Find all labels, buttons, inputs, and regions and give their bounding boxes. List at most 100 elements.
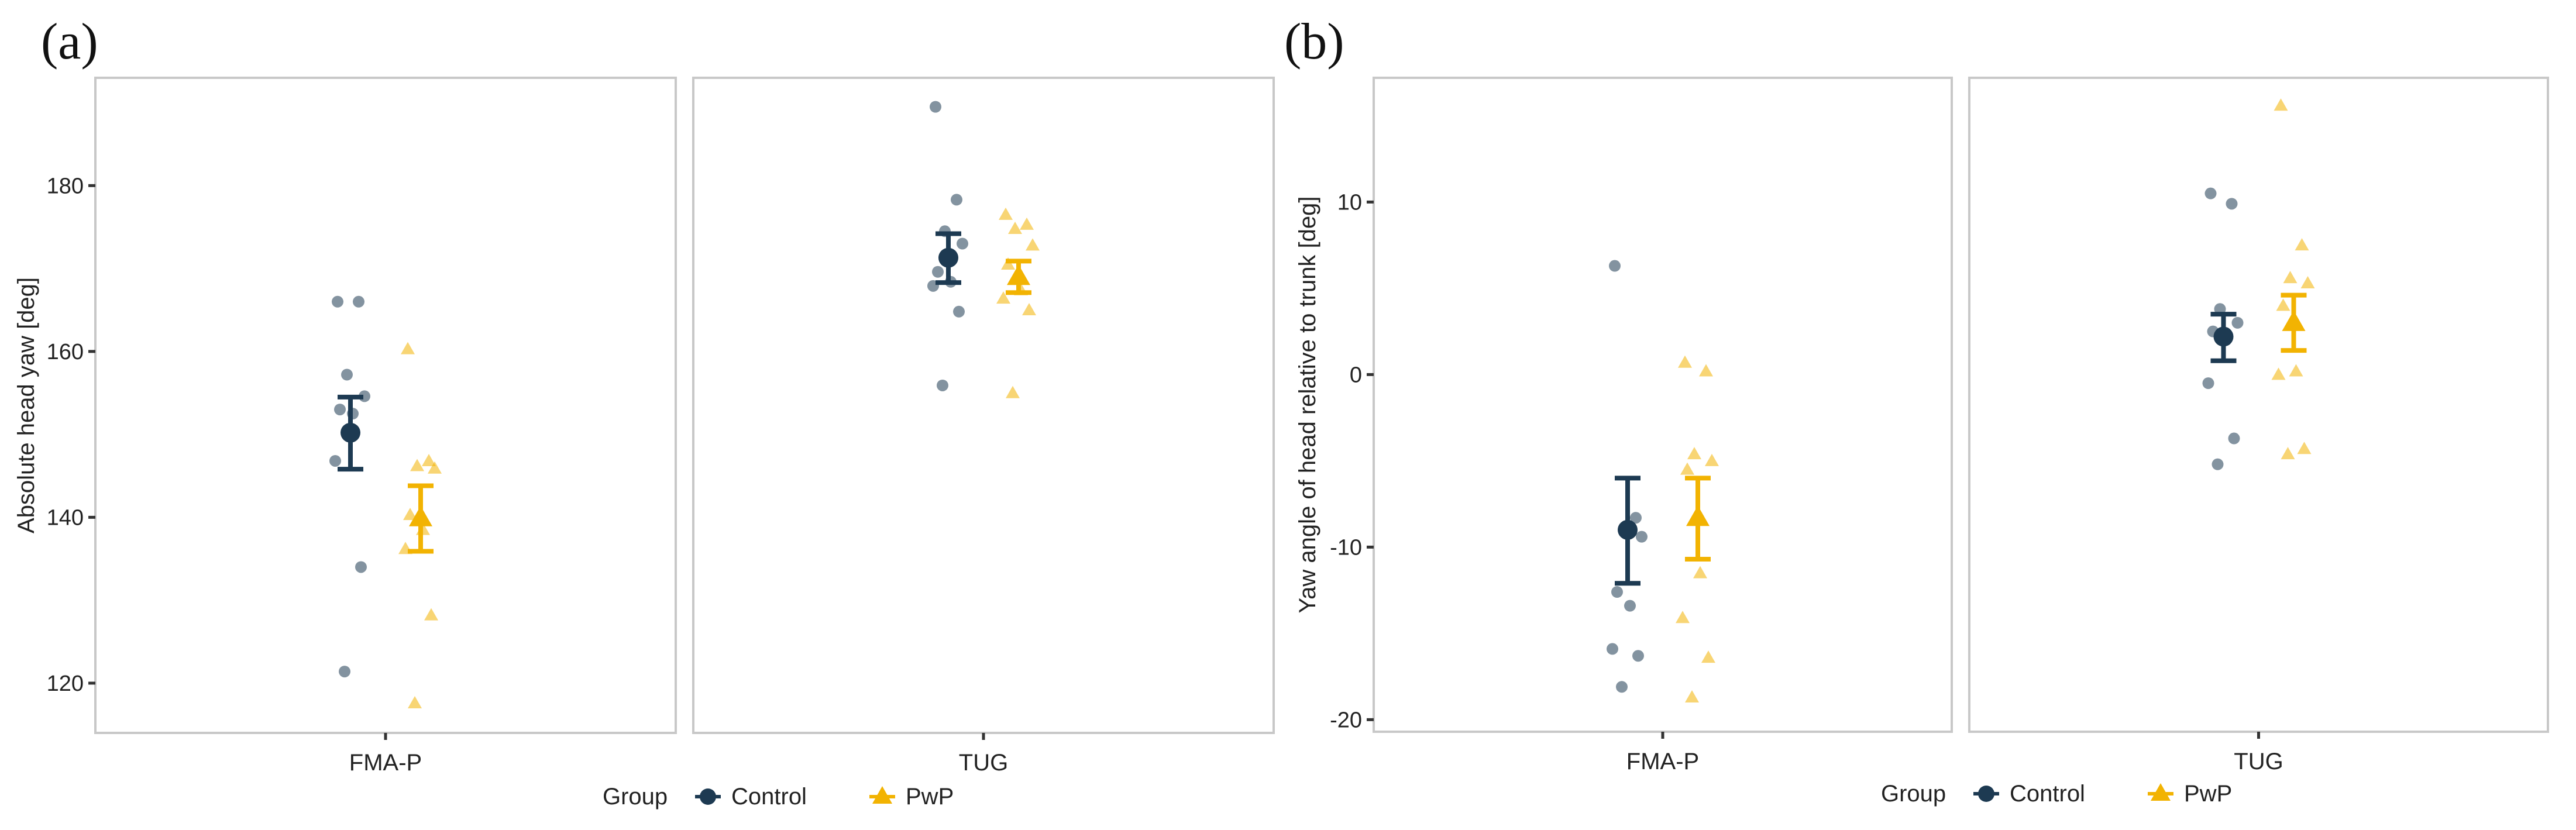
point-pwp-tug-5	[2289, 364, 2303, 377]
point-control-fma-p-1	[353, 295, 364, 308]
legend-title: Group	[603, 784, 668, 810]
point-control-tug-7	[2228, 432, 2240, 445]
summary-pwp-tug-mean	[2282, 310, 2306, 331]
point-control-tug-6	[2202, 377, 2214, 390]
point-pwp-tug-2	[2283, 271, 2298, 284]
point-pwp-fma-p-7	[1701, 650, 1715, 663]
point-pwp-tug-4	[1001, 257, 1015, 270]
point-pwp-tug-2	[1008, 222, 1022, 235]
point-pwp-fma-p-1	[422, 453, 436, 466]
point-control-fma-p-5	[1624, 600, 1636, 612]
y-tick-label-10: -10	[1330, 535, 1362, 560]
point-pwp-tug-6	[2271, 367, 2286, 380]
facet-panel-tug	[692, 77, 1275, 734]
summary-control-fma-p-mean	[1618, 519, 1638, 540]
legend-title: Group	[1881, 781, 1946, 807]
point-pwp-tug-1	[1020, 217, 1034, 230]
point-pwp-tug-0	[999, 207, 1013, 220]
panel-label-a: (a)	[41, 13, 98, 70]
panel-label-b: (b)	[1284, 13, 1344, 70]
y-tick-label-0: 0	[1350, 363, 1362, 387]
point-control-fma-p-2	[341, 368, 353, 381]
point-pwp-fma-p-3	[1705, 453, 1719, 466]
point-control-fma-p-6	[329, 454, 341, 467]
summary-control-tug-mean	[2213, 326, 2234, 347]
legend-label-pwp: PwP	[906, 784, 954, 810]
point-control-tug-4	[932, 266, 944, 278]
summary-control-tug-mean	[938, 247, 958, 268]
chart-b-yaw-relative-to-trunk: FMA-P TUG -20 -10 0 10 Yaw angle of head relat…	[1295, 77, 2549, 807]
legend: Group Control PwP	[1881, 781, 2232, 807]
point-pwp-tug-7	[1022, 302, 1036, 315]
legend-key-control	[1978, 786, 1994, 802]
summary-pwp-tug-mean	[1007, 264, 1030, 285]
point-control-tug-1	[951, 194, 962, 206]
point-pwp-fma-p-7	[424, 608, 438, 621]
facet-panel-fma-p	[1373, 77, 1953, 733]
point-control-tug-3	[2231, 316, 2244, 329]
point-control-tug-8	[2212, 458, 2224, 470]
point-control-fma-p-1	[1630, 512, 1642, 524]
point-pwp-fma-p-0	[1678, 355, 1692, 368]
summary-control-fma-p-mean	[341, 422, 360, 443]
point-pwp-tug-3	[1026, 238, 1040, 251]
point-pwp-fma-p-5	[1693, 566, 1707, 578]
legend: Group Control PwP	[603, 784, 954, 810]
point-pwp-tug-8	[2281, 447, 2295, 460]
x-tick-label-tug: TUG	[2234, 749, 2283, 774]
point-control-fma-p-6	[1607, 643, 1618, 655]
point-control-fma-p-4	[1611, 586, 1623, 598]
point-pwp-fma-p-4	[403, 508, 417, 521]
y-tick-label-140: 140	[47, 505, 84, 530]
y-tick-label-20: -20	[1330, 708, 1362, 732]
chart-a-absolute-head-yaw: FMA-P TUG 120 140 160 180 Absolute head yaw [d…	[13, 77, 1275, 810]
point-control-fma-p-8	[1616, 681, 1628, 693]
point-pwp-fma-p-4	[1680, 462, 1694, 475]
legend-label-control: Control	[2010, 781, 2085, 807]
point-control-tug-0	[2204, 187, 2217, 199]
summary-pwp-fma-p-mean	[1686, 505, 1710, 526]
x-tick-label-fma-p: FMA-P	[349, 750, 422, 776]
summary-pwp-fma-p-mean	[409, 505, 432, 526]
point-pwp-fma-p-6	[1676, 611, 1690, 624]
point-control-tug-0	[930, 101, 941, 113]
point-control-tug-8	[937, 379, 948, 391]
facet-panel-fma-p	[94, 77, 677, 734]
point-pwp-tug-8	[1006, 385, 1020, 398]
point-pwp-fma-p-8	[408, 695, 422, 708]
point-pwp-tug-4	[2276, 298, 2290, 311]
point-control-tug-7	[953, 305, 965, 318]
point-control-fma-p-7	[355, 561, 367, 573]
point-pwp-tug-1	[2295, 238, 2309, 251]
legend-label-pwp: PwP	[2184, 781, 2232, 807]
point-control-fma-p-0	[1609, 260, 1621, 272]
legend-key-pwp	[872, 786, 892, 804]
point-control-fma-p-3	[1636, 531, 1648, 543]
point-control-tug-3	[957, 237, 968, 250]
y-tick-label-120: 120	[47, 671, 84, 696]
point-control-tug-1	[2226, 198, 2238, 210]
point-pwp-tug-0	[2274, 98, 2288, 111]
point-pwp-tug-6	[996, 291, 1010, 304]
legend-label-control: Control	[731, 784, 807, 810]
y-axis-label: Yaw angle of head relative to trunk [deg…	[1295, 196, 1320, 613]
x-tick-label-tug: TUG	[959, 750, 1008, 776]
point-pwp-tug-7	[2297, 442, 2312, 454]
point-control-fma-p-0	[332, 295, 343, 308]
y-tick-label-160: 160	[47, 340, 84, 364]
point-control-fma-p-4	[334, 404, 346, 416]
point-pwp-fma-p-2	[1687, 447, 1701, 460]
point-control-fma-p-8	[339, 666, 350, 678]
y-tick-label-10: 10	[1337, 190, 1362, 215]
point-pwp-fma-p-8	[1685, 690, 1699, 703]
legend-key-control	[700, 788, 716, 805]
point-pwp-fma-p-3	[428, 461, 442, 474]
x-tick-label-fma-p: FMA-P	[1626, 749, 1699, 774]
facet-panel-tug	[1968, 77, 2549, 733]
point-pwp-tug-3	[2300, 276, 2315, 289]
y-tick-label-180: 180	[47, 174, 84, 198]
point-pwp-fma-p-1	[1699, 364, 1713, 377]
legend-key-pwp	[2151, 783, 2171, 801]
point-control-fma-p-7	[1632, 650, 1644, 662]
